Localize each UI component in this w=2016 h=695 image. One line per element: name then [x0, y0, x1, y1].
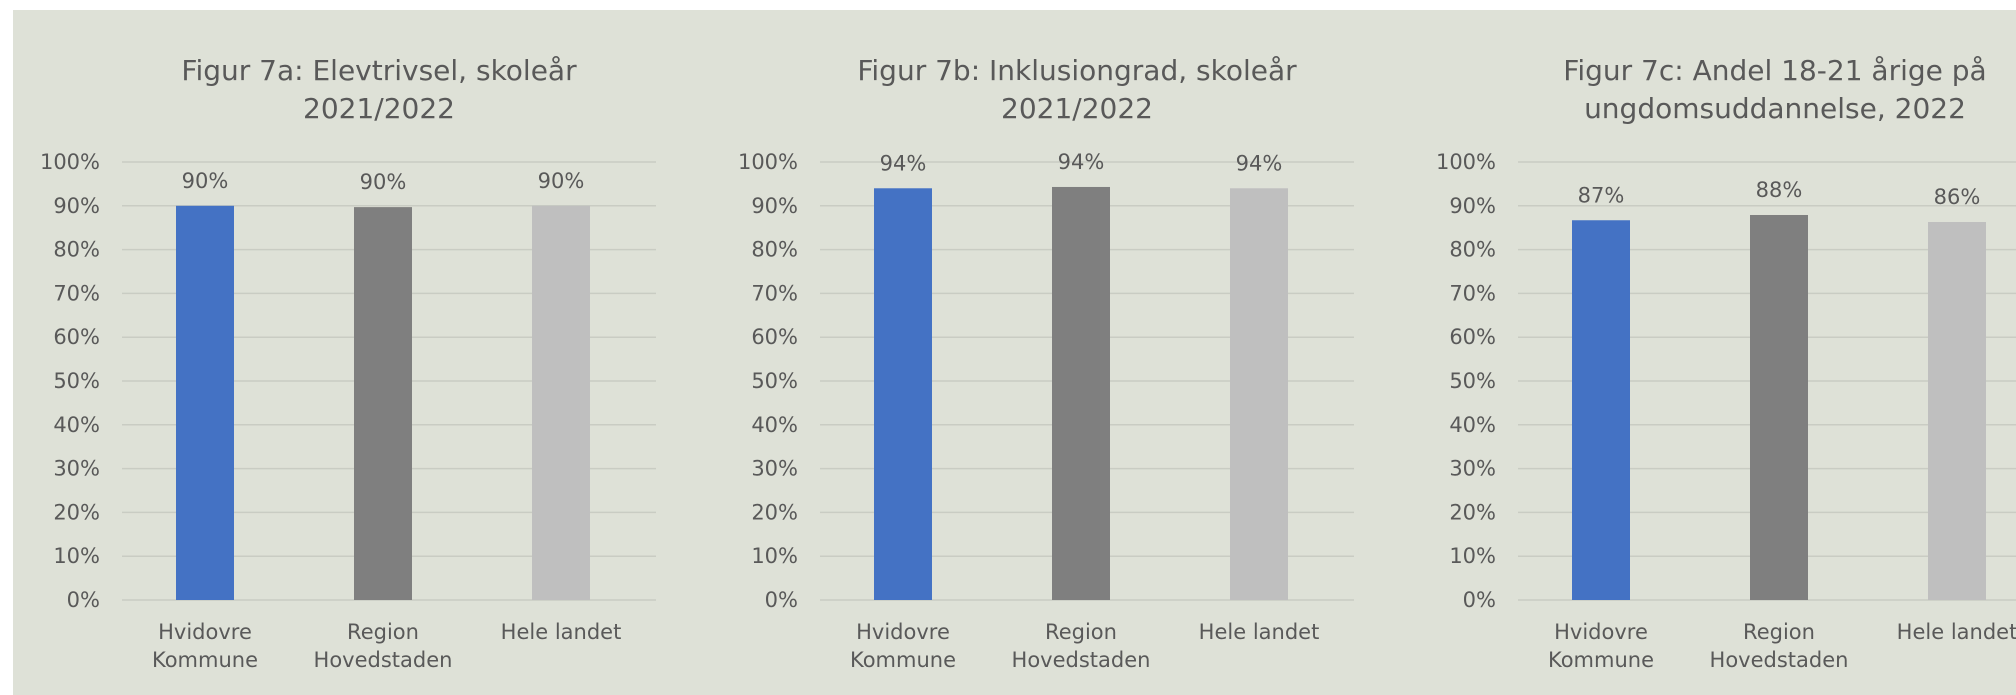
x-tick-label: Region Hovedstaden [1710, 620, 1849, 672]
y-tick-label: 90% [751, 194, 798, 218]
y-tick-label: 70% [1449, 281, 1496, 305]
x-tick-label: Hele landet [1897, 620, 2016, 644]
y-tick-label: 80% [53, 238, 100, 262]
y-tick-label: 90% [53, 194, 100, 218]
y-tick-label: 10% [751, 544, 798, 568]
value-label: 86% [1934, 185, 1981, 209]
y-tick-label: 70% [751, 281, 798, 305]
x-tick-label: Hvidovre Kommune [850, 620, 956, 672]
bar [1928, 222, 1986, 601]
y-tick-label: 10% [1449, 544, 1496, 568]
x-tick-label: Region Hovedstaden [1012, 620, 1151, 672]
value-label: 94% [880, 151, 927, 175]
bar [1572, 220, 1630, 600]
y-tick-label: 100% [40, 150, 100, 174]
value-label: 90% [182, 169, 229, 193]
y-tick-label: 40% [1449, 413, 1496, 437]
y-tick-label: 90% [1449, 194, 1496, 218]
y-tick-label: 60% [1449, 325, 1496, 349]
bar [1052, 186, 1110, 600]
y-tick-label: 100% [738, 150, 798, 174]
x-tick-label: Hele landet [1199, 620, 1320, 644]
y-tick-label: 20% [53, 500, 100, 524]
y-tick-label: 60% [751, 325, 798, 349]
x-tick-label: Hvidovre Kommune [1548, 620, 1654, 672]
y-tick-label: 0% [1463, 588, 1496, 612]
y-tick-label: 0% [67, 588, 100, 612]
y-tick-label: 40% [53, 413, 100, 437]
chart-title: Figur 7b: Inklusiongrad, skoleår 2021/202… [857, 54, 1297, 125]
bar [874, 188, 932, 600]
value-label: 90% [538, 169, 585, 193]
background [13, 10, 2016, 695]
y-tick-label: 50% [1449, 369, 1496, 393]
y-tick-label: 30% [1449, 457, 1496, 481]
value-label: 88% [1756, 178, 1803, 202]
bar [532, 205, 590, 601]
y-tick-label: 30% [53, 457, 100, 481]
value-label: 94% [1058, 150, 1105, 174]
x-tick-label: Hvidovre Kommune [152, 620, 258, 672]
bar [176, 205, 234, 601]
y-tick-label: 50% [53, 369, 100, 393]
chart-title: Figur 7a: Elevtrivsel, skoleår 2021/2022 [181, 54, 577, 125]
y-tick-label: 0% [765, 588, 798, 612]
y-tick-label: 30% [751, 457, 798, 481]
bar [1230, 188, 1288, 600]
value-label: 87% [1578, 183, 1625, 207]
y-tick-label: 80% [751, 238, 798, 262]
x-tick-label: Region Hovedstaden [314, 620, 453, 672]
y-tick-label: 20% [1449, 500, 1496, 524]
y-tick-label: 100% [1436, 150, 1496, 174]
y-tick-label: 70% [53, 281, 100, 305]
chart-title: Figur 7c: Andel 18-21 årige på ungdomsudd… [1563, 54, 1986, 125]
y-tick-label: 60% [53, 325, 100, 349]
y-tick-label: 80% [1449, 238, 1496, 262]
value-label: 90% [360, 170, 407, 194]
value-label: 94% [1236, 151, 1283, 175]
x-tick-label: Hele landet [501, 620, 622, 644]
y-tick-label: 50% [751, 369, 798, 393]
bar [354, 207, 412, 600]
bar [1750, 214, 1808, 601]
y-tick-label: 20% [751, 500, 798, 524]
y-tick-label: 10% [53, 544, 100, 568]
y-tick-label: 40% [751, 413, 798, 437]
